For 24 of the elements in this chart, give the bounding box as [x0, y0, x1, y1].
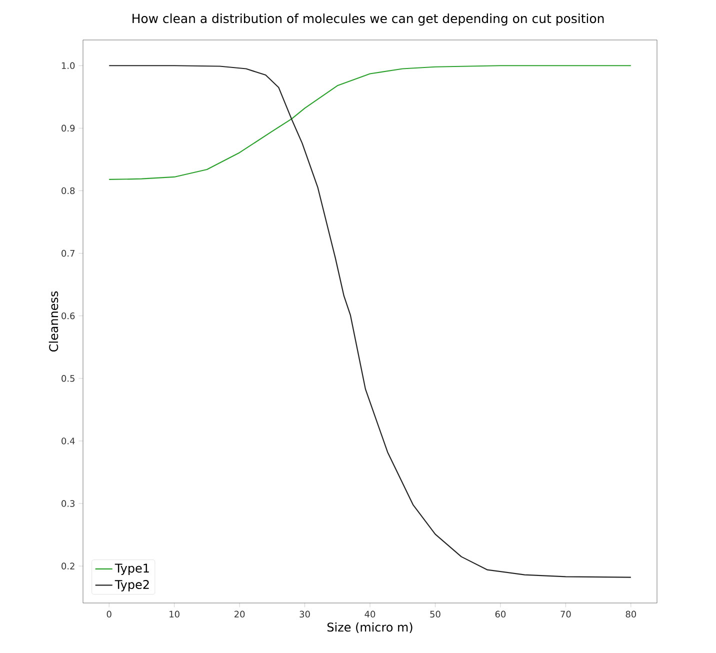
x-tick-label: 40 [364, 610, 376, 618]
y-tick-label: 0.9 [62, 124, 75, 132]
x-tick-label: 50 [430, 610, 440, 618]
x-axis-title: Size (micro m) [327, 622, 412, 634]
y-tick-label: 0.7 [62, 250, 74, 257]
x-tick-label: 80 [626, 610, 636, 618]
x-tick-label: 60 [495, 610, 506, 618]
y-tick-label: 0.3 [62, 500, 75, 507]
legend-label: Type1 [114, 564, 149, 575]
y-tick-label: 1.0 [62, 62, 75, 70]
y-tick-label: 0.5 [62, 375, 74, 382]
y-axis-title: Cleanness [48, 291, 58, 352]
chart-title: How clean a distribution of molecules we can get depending on cut position [132, 14, 604, 26]
y-tick-label: 0.8 [62, 187, 75, 194]
x-tick-label: 0 [106, 610, 112, 618]
line-series [108, 65, 632, 578]
x-tick-label: 10 [170, 610, 180, 618]
x-tick-label: 70 [560, 610, 571, 618]
y-tick-label: 0.6 [62, 312, 75, 320]
y-tick-label: 0.2 [62, 562, 74, 570]
y-tick-label: 0.4 [62, 438, 75, 444]
x-tick-label: 20 [234, 610, 245, 618]
legend-label: Type2 [114, 580, 149, 592]
x-tick-label: 30 [300, 610, 310, 618]
